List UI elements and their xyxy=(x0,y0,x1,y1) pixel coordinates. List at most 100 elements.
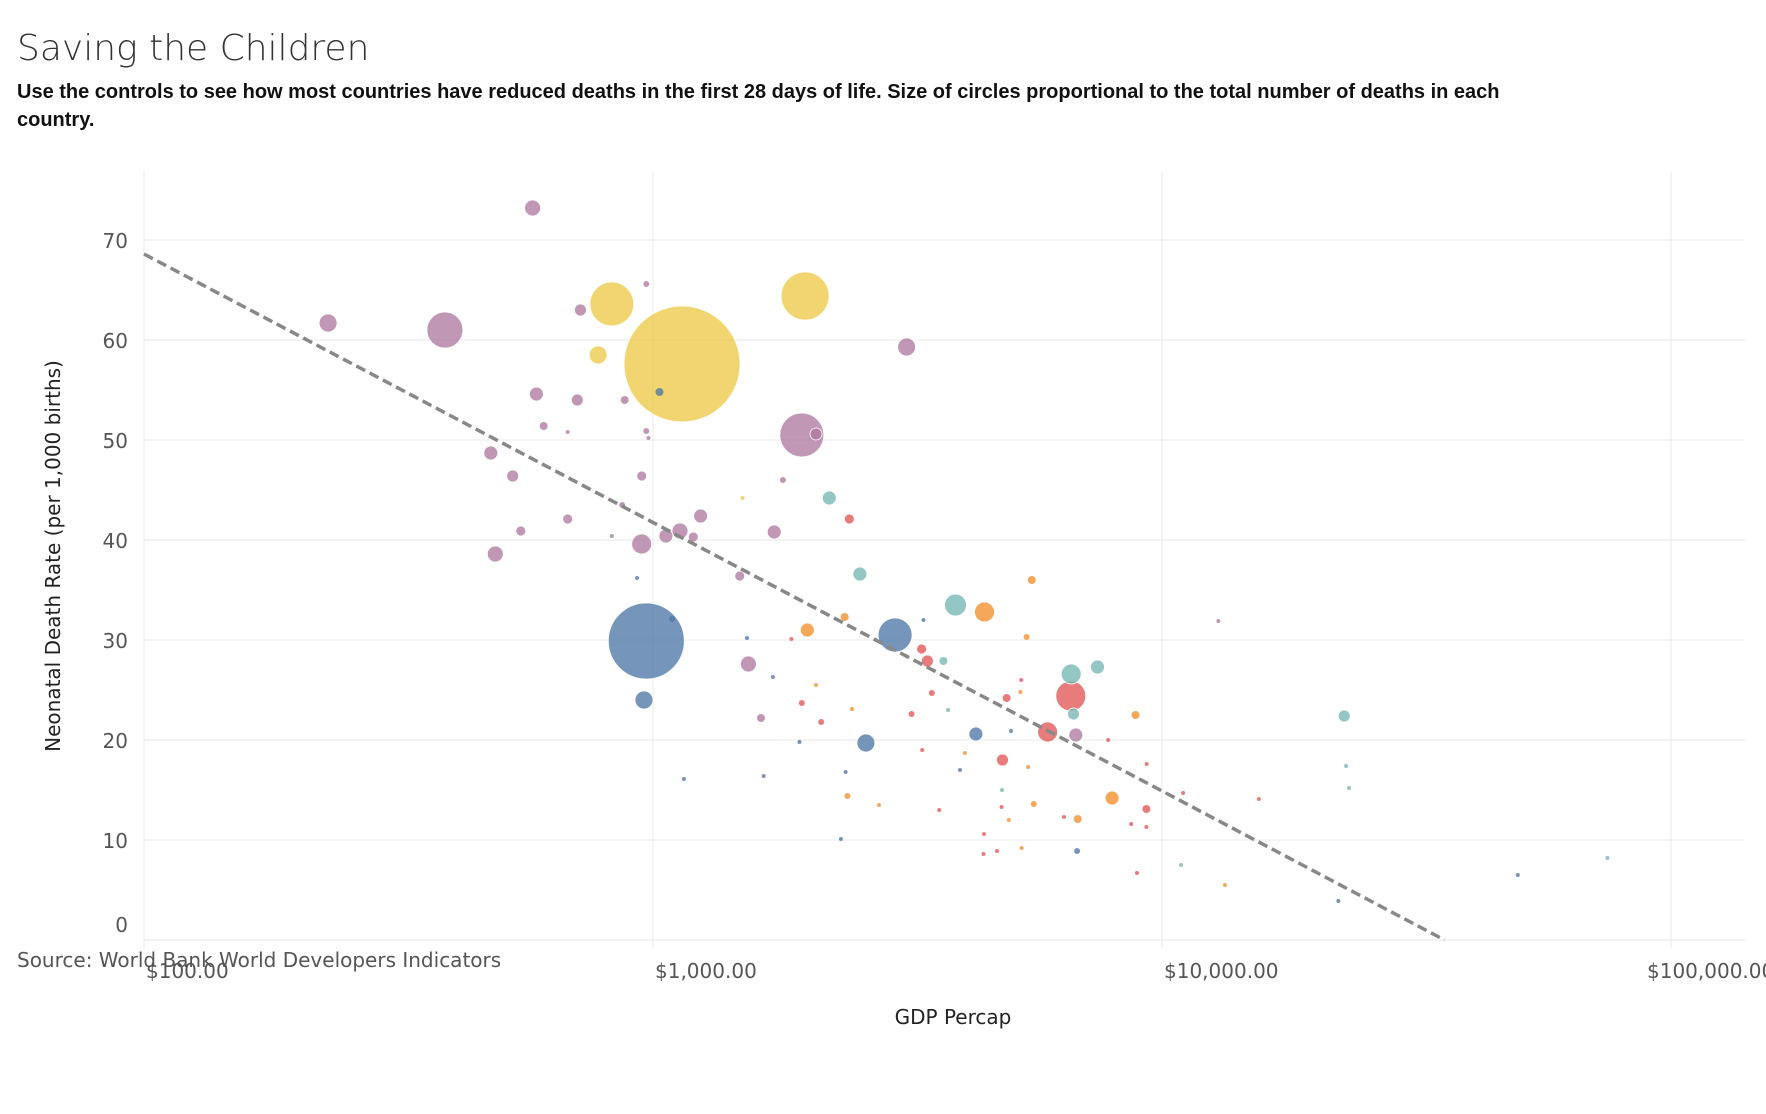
data-point xyxy=(669,616,676,622)
data-point xyxy=(981,852,986,856)
x-axis-title: GDP Percap xyxy=(895,1005,1012,1029)
data-point xyxy=(921,654,934,668)
x-tick-label: $100.00 xyxy=(146,959,229,983)
data-point xyxy=(852,566,868,582)
data-point xyxy=(1019,678,1024,682)
data-point xyxy=(1605,856,1610,860)
y-tick-label: 20 xyxy=(103,729,128,753)
data-point xyxy=(643,428,650,434)
x-axis-ticks: $100.00 $1,000.00 $10,000.00 $100,000.00 xyxy=(146,959,1766,983)
data-point xyxy=(939,657,948,665)
scatter-chart: 0 10 20 30 40 50 60 70 $100.00 $1,000.00 $10,000.… xyxy=(41,172,1766,1029)
y-tick-label: 60 xyxy=(103,329,128,353)
data-point xyxy=(814,683,818,687)
source-note: Source: World Bank World Developers Indi… xyxy=(17,948,502,972)
data-point xyxy=(843,770,848,774)
data-point xyxy=(1104,790,1120,806)
data-point xyxy=(1074,848,1081,854)
data-point xyxy=(745,636,749,640)
y-tick-label: 10 xyxy=(103,829,128,853)
data-points xyxy=(318,199,1610,903)
data-point xyxy=(928,690,935,696)
data-point xyxy=(757,714,765,722)
data-point xyxy=(634,690,654,710)
data-point xyxy=(1181,791,1186,795)
data-point xyxy=(920,748,925,752)
y-axis-title: Neonatal Death Rate (per 1,000 births) xyxy=(41,360,65,752)
data-point xyxy=(607,602,685,680)
data-point xyxy=(821,490,837,506)
data-point xyxy=(1002,694,1011,702)
data-point xyxy=(840,613,849,621)
data-point xyxy=(921,618,926,622)
data-point xyxy=(958,768,962,772)
data-point xyxy=(798,700,805,706)
data-point xyxy=(506,469,520,483)
data-point xyxy=(1023,634,1030,640)
data-point xyxy=(850,707,854,711)
data-point xyxy=(999,805,1004,809)
data-point xyxy=(1067,707,1080,721)
data-point xyxy=(1144,762,1149,766)
data-point xyxy=(962,751,967,755)
chart-title: Saving the Children xyxy=(17,28,370,69)
data-point xyxy=(1144,825,1149,829)
data-point xyxy=(856,733,876,753)
data-point xyxy=(1336,899,1341,903)
data-point xyxy=(877,803,881,807)
data-point xyxy=(734,570,746,582)
data-point xyxy=(1068,727,1084,743)
data-point xyxy=(426,311,464,349)
data-point xyxy=(780,271,830,321)
data-point xyxy=(623,305,741,423)
data-point xyxy=(1027,576,1036,584)
data-point xyxy=(565,430,570,434)
data-point xyxy=(643,281,650,287)
chart-subtitle: Use the controls to see how most countri… xyxy=(17,81,1500,131)
data-point xyxy=(1018,690,1023,694)
data-point xyxy=(946,708,951,712)
data-point xyxy=(799,622,815,638)
data-point xyxy=(809,427,823,441)
data-point xyxy=(620,396,629,404)
data-point xyxy=(843,513,855,525)
data-point xyxy=(655,388,664,396)
data-point xyxy=(974,601,995,623)
data-point xyxy=(589,281,635,327)
data-point xyxy=(844,793,851,799)
data-point xyxy=(318,313,338,333)
data-point xyxy=(539,422,548,430)
data-point xyxy=(1055,680,1087,712)
data-point xyxy=(797,740,802,744)
data-point xyxy=(916,643,927,655)
data-point xyxy=(635,576,639,580)
data-point xyxy=(483,445,499,461)
data-point xyxy=(995,849,999,853)
data-point xyxy=(1344,764,1349,768)
data-point xyxy=(1179,863,1184,867)
data-point xyxy=(1090,659,1105,675)
y-axis-ticks: 0 10 20 30 40 50 60 70 xyxy=(103,229,128,937)
data-point xyxy=(631,533,653,555)
data-point xyxy=(1019,846,1024,850)
data-point xyxy=(1073,815,1082,823)
data-point xyxy=(908,711,915,717)
data-point xyxy=(779,412,825,458)
data-point xyxy=(818,719,825,725)
data-point xyxy=(1129,822,1134,826)
data-point xyxy=(982,832,986,836)
data-point xyxy=(779,477,786,483)
x-tick-label: $10,000.00 xyxy=(1164,959,1279,983)
data-point xyxy=(529,386,544,402)
data-point xyxy=(1515,873,1520,877)
data-point xyxy=(574,303,587,317)
data-point xyxy=(766,524,782,540)
data-point xyxy=(838,837,843,841)
data-point xyxy=(1256,797,1261,801)
data-point xyxy=(1106,738,1111,742)
data-point xyxy=(693,508,708,524)
y-tick-label: 50 xyxy=(103,429,128,453)
data-point xyxy=(740,655,757,673)
data-point xyxy=(609,534,614,538)
data-point xyxy=(740,496,745,500)
